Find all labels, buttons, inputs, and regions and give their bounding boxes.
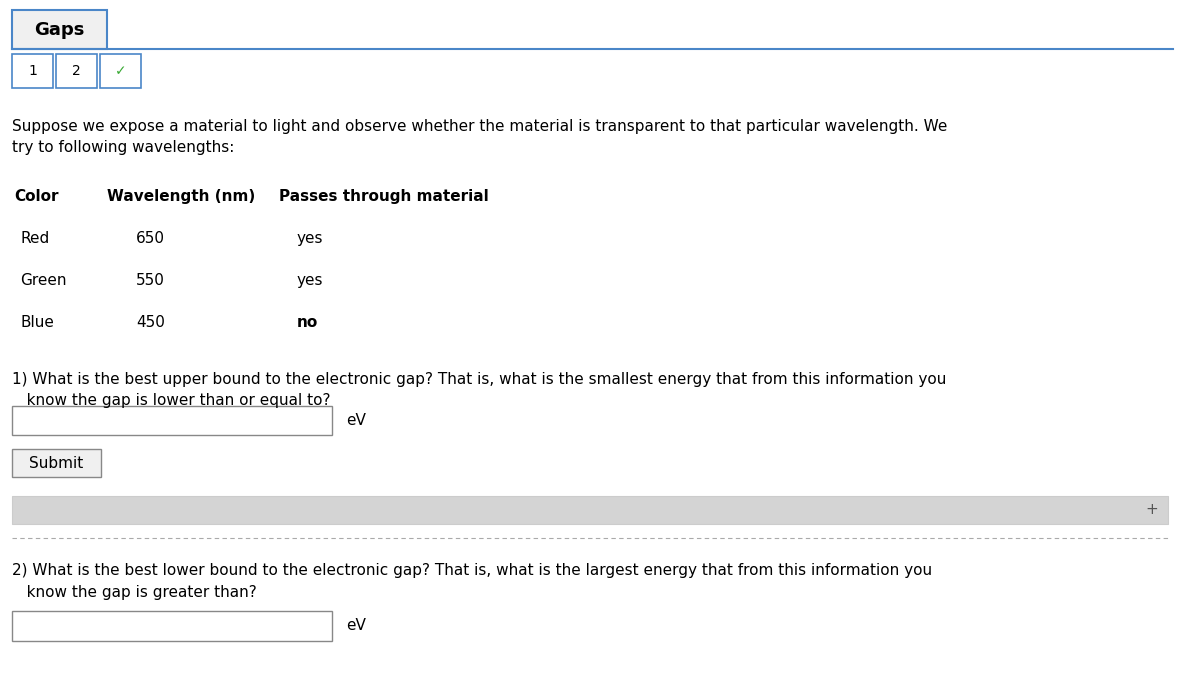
Text: 550: 550 — [137, 273, 166, 288]
FancyBboxPatch shape — [12, 449, 101, 477]
Text: 450: 450 — [137, 315, 166, 330]
Text: 2) What is the best lower bound to the electronic gap? That is, what is the larg: 2) What is the best lower bound to the e… — [12, 564, 932, 599]
Text: 2: 2 — [72, 64, 80, 78]
FancyBboxPatch shape — [12, 611, 332, 640]
Text: no: no — [296, 315, 318, 330]
Text: Red: Red — [20, 231, 49, 246]
FancyBboxPatch shape — [12, 406, 332, 435]
Text: ✓: ✓ — [114, 64, 126, 78]
Text: Suppose we expose a material to light and observe whether the material is transp: Suppose we expose a material to light an… — [12, 119, 947, 155]
Text: 1: 1 — [28, 64, 37, 78]
Text: Wavelength (nm): Wavelength (nm) — [107, 189, 254, 204]
Text: Passes through material: Passes through material — [278, 189, 488, 204]
Text: 1) What is the best upper bound to the electronic gap? That is, what is the smal: 1) What is the best upper bound to the e… — [12, 372, 947, 408]
Text: +: + — [1145, 502, 1158, 517]
FancyBboxPatch shape — [55, 54, 97, 88]
FancyBboxPatch shape — [12, 54, 53, 88]
Text: yes: yes — [296, 231, 323, 246]
FancyBboxPatch shape — [12, 496, 1168, 524]
FancyBboxPatch shape — [100, 54, 142, 88]
Text: yes: yes — [296, 273, 323, 288]
Text: Blue: Blue — [20, 315, 54, 330]
FancyBboxPatch shape — [12, 10, 107, 49]
Text: eV: eV — [346, 413, 366, 428]
Text: Gaps: Gaps — [34, 21, 84, 38]
Text: eV: eV — [346, 618, 366, 634]
Text: 650: 650 — [137, 231, 166, 246]
Text: Color: Color — [14, 189, 59, 204]
Text: Submit: Submit — [29, 456, 84, 471]
Text: Green: Green — [20, 273, 67, 288]
